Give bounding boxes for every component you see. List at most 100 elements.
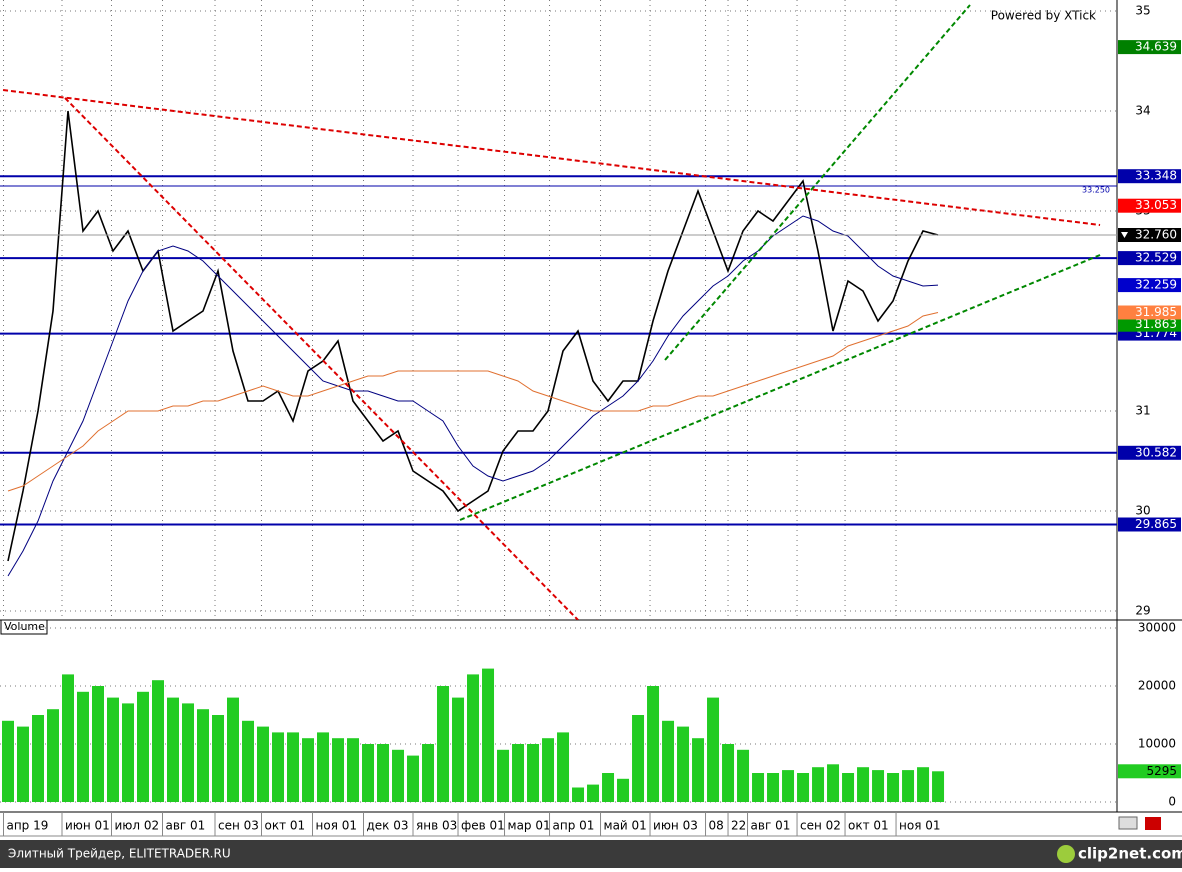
volume-bar [782,770,795,802]
volume-bar [122,703,135,802]
price-line [7,110,939,562]
price-label-box [1118,278,1181,293]
y-tick-label: 29 [1135,604,1150,618]
x-tick-label: сен 03 [218,819,259,833]
volume-bar [197,709,210,802]
y-tick-label: 34 [1135,104,1150,118]
volume-bar [512,744,525,802]
y-tick-label: 30 [1135,504,1150,518]
volume-bar [812,767,825,802]
volume-bar [167,697,180,802]
x-tick-label: авг 01 [166,819,206,833]
volume-bar [362,744,375,802]
volume-plot [0,627,1117,803]
footer-bar [0,840,1182,868]
x-tick-label: дек 03 [367,819,409,833]
price-label-box [1118,198,1181,213]
level-label: 30.582 [1135,445,1177,459]
volume-bar [137,691,150,802]
watermark: Powered by XTick [991,9,1096,23]
price-line [7,312,939,492]
volume-bar [632,715,645,802]
volume-bar [272,732,285,802]
volume-bar [917,767,930,802]
panel-label-box [0,619,48,635]
x-tick-label: авг 01 [751,819,791,833]
x-tick-label: май 01 [604,819,647,833]
volume-bar [347,738,360,802]
price-label-box [1118,228,1181,242]
x-tick-label: 08 [709,819,724,833]
x-tick-label: окт 01 [265,819,306,833]
volume-bar [91,686,104,802]
volume-bar [707,697,720,802]
volume-bar [932,771,945,802]
volume-bar [467,674,480,802]
volume-bar [887,773,900,802]
volume-bar [527,744,540,802]
volume-bar [392,749,405,802]
volume-bar [302,738,315,802]
level-label-box [1118,169,1181,184]
price-label: 32.760 [1135,228,1177,242]
exit-button[interactable] [1145,817,1161,830]
volume-bar [602,773,615,802]
x-tick-label: 22 [731,819,746,833]
x-tick-label: ноя 01 [899,819,941,833]
volume-bar [767,773,780,802]
volume-bar [422,744,435,802]
volume-bar [737,749,750,802]
volume-bar [61,674,74,802]
y-tick-label: 35 [1135,4,1150,18]
x-tick-label: окт 01 [848,819,889,833]
volume-bar [662,720,675,802]
level-label-box [1118,517,1181,532]
y-tick-label: 30000 [1138,621,1176,635]
trend-line [664,4,971,361]
x-tick-label: июн 01 [65,819,110,833]
x-tick-label: июн 03 [653,819,698,833]
volume-bar [332,738,345,802]
x-tick-label: янв 03 [416,819,457,833]
trend-line [2,89,1101,226]
x-tick-label: апр 19 [6,819,48,833]
footer-text: Элитный Трейдер, ELITETRADER.RU [8,847,231,861]
y-tick-label: 10000 [1138,737,1176,751]
volume-bar [452,697,465,802]
volume-bar [872,770,885,802]
volume-bar [572,787,585,802]
volume-bar [287,732,300,802]
volume-bar [407,755,420,802]
volume-bar [152,680,165,802]
level-label: 29.865 [1135,517,1177,531]
price-plot [0,0,1117,620]
volume-label-box [1118,764,1181,779]
down-arrow [1121,232,1128,238]
volume-bar [827,764,840,802]
price-label: 34.639 [1135,40,1177,54]
x-tick-label: ноя 01 [316,819,358,833]
volume-bar [647,686,660,802]
y-tick-label: 31 [1135,404,1150,418]
volume-bar [76,691,89,802]
level-label-box [1118,445,1181,460]
level-label: 33.348 [1135,169,1177,183]
volume-bar [722,744,735,802]
scroll-button[interactable] [1118,816,1138,830]
volume-bar [16,726,29,802]
price-label-box [1118,305,1181,320]
volume-bar [257,726,270,802]
volume-bar [542,738,555,802]
price-label-box [1118,40,1181,55]
level-label-box [1118,251,1181,266]
price-label-box [1118,317,1181,332]
x-tick-label: мар 01 [508,819,551,833]
trend-line [459,254,1101,521]
volume-bar [497,749,510,802]
x-tick-label: фев 01 [461,819,505,833]
volume-label: 5295 [1146,764,1177,778]
x-tick-label: апр 01 [553,819,595,833]
volume-bar [242,720,255,802]
x-tick-label: сен 02 [800,819,841,833]
